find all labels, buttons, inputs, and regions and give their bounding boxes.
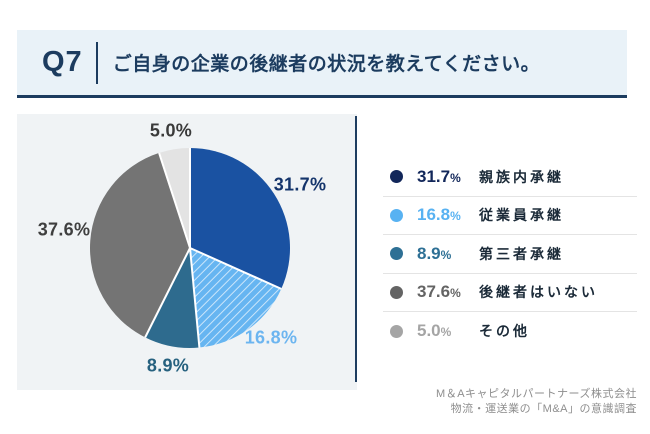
pie-slice-0	[190, 148, 290, 289]
pie-slice-label: 5.0%	[149, 120, 193, 141]
pie-slice-separator	[158, 152, 191, 249]
pie-slice-3	[89, 152, 190, 338]
vertical-divider	[95, 41, 98, 84]
question-header: Q7 ご自身の企業の後継者の状況を教えてください。	[17, 30, 627, 98]
pie-slice-label: 37.6%	[37, 219, 91, 240]
legend-label: 後継者はいない	[479, 284, 598, 301]
legend-label: 第三者承継	[479, 245, 564, 262]
legend-percentage: 16.8%	[417, 205, 461, 225]
legend-color-dot	[390, 324, 403, 338]
footer-credit: M＆Aキャピタルパートナーズ株式会社 物流・運送業の「M&A」の意識調査	[436, 387, 637, 417]
legend-label: 親族内承継	[479, 168, 564, 185]
pie-slice-label: 31.7%	[273, 174, 327, 195]
legend-color-dot	[390, 285, 403, 299]
pie-chart	[89, 148, 290, 349]
legend-item: 8.9% 第三者承継	[383, 235, 637, 274]
legend-color-dot	[390, 170, 403, 184]
panel-divider	[355, 116, 357, 382]
legend-label: その他	[479, 323, 530, 340]
legend-item: 16.8% 従業員承継	[383, 197, 637, 235]
legend-item: 31.7% 親族内承継	[383, 158, 637, 197]
legend-label: 従業員承継	[479, 207, 564, 224]
legend-item: 5.0% その他	[383, 312, 637, 351]
legend-color-dot	[390, 247, 403, 261]
pie-slice-separator	[189, 247, 201, 348]
legend-color-dot	[390, 208, 403, 222]
pie-slice-label: 8.9%	[146, 355, 190, 376]
survey-title: 物流・運送業の「M&A」の意識調査	[450, 403, 637, 415]
legend-percentage: 8.9%	[417, 243, 452, 263]
legend: 31.7% 親族内承継 16.8% 従業員承継 8.9% 第三者承継 37.6%…	[383, 158, 637, 351]
pie-slice-label: 16.8%	[244, 327, 298, 348]
pie-slice-1	[190, 248, 282, 348]
question-number: Q7	[42, 46, 83, 78]
legend-percentage: 31.7%	[417, 166, 461, 186]
pie-slice-2	[145, 248, 200, 349]
pie-slice-separator	[189, 247, 282, 290]
legend-item: 37.6% 後継者はいない	[383, 274, 637, 312]
legend-percentage: 5.0%	[417, 321, 452, 341]
legend-percentage: 37.6%	[417, 282, 461, 302]
pie-slice-separator	[144, 247, 191, 338]
page-title: ご自身の企業の後継者の状況を教えてください。	[112, 54, 541, 75]
company-name: M＆Aキャピタルパートナーズ株式会社	[436, 388, 637, 400]
